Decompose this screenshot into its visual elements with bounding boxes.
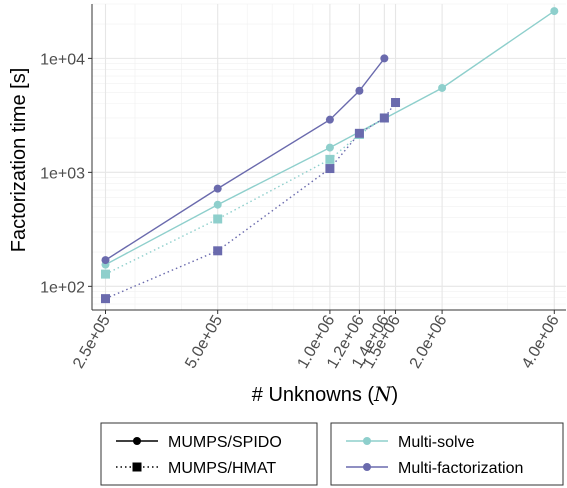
data-point (213, 246, 223, 256)
y-axis-title: Factorization time [s] (8, 68, 30, 253)
legend-method-box (330, 422, 564, 486)
legend-label: MUMPS/HMAT (168, 460, 276, 477)
legend-key-marker (363, 463, 371, 471)
y-tick-label: 1e+03 (40, 165, 85, 182)
data-point (354, 128, 364, 138)
legend-key-marker (133, 437, 141, 445)
x-axis-title: # Unknowns (N) (252, 382, 398, 406)
data-point (325, 154, 335, 164)
series-line (105, 102, 397, 300)
legend-method: Multi-solve Multi-factorization (346, 434, 523, 477)
data-point (213, 200, 222, 209)
data-point (213, 184, 222, 193)
y-ticks: 1e+02 1e+03 1e+04 (40, 51, 92, 296)
legend-label: Multi-solve (398, 434, 475, 451)
series-markers (100, 7, 559, 304)
legend-solver: MUMPS/SPIDO MUMPS/HMAT (116, 434, 282, 477)
data-point (325, 115, 334, 124)
legend-label: Multi-factorization (398, 460, 523, 477)
data-point (438, 83, 447, 92)
data-point (325, 164, 335, 174)
y-tick-label: 1e+02 (40, 279, 85, 296)
x-axis-title-var: N (373, 382, 393, 406)
x-axis-title-close: ) (392, 384, 399, 406)
data-point (380, 54, 389, 63)
legend-key-marker (363, 437, 371, 445)
data-point (100, 294, 110, 304)
series-layer (100, 7, 559, 304)
y-tick-label: 1e+04 (40, 51, 85, 68)
data-point (213, 214, 223, 224)
legend: MUMPS/SPIDO MUMPS/HMAT Multi-solve Multi-f… (100, 422, 564, 486)
legend-label: MUMPS/SPIDO (168, 434, 282, 451)
data-point (100, 269, 110, 279)
legend-key-marker (132, 462, 142, 472)
data-point (391, 98, 401, 108)
data-point (355, 86, 364, 95)
data-point (101, 256, 110, 265)
x-axis-title-text: # Unknowns ( (252, 384, 375, 406)
legend-solver-box (100, 422, 318, 486)
data-point (550, 7, 559, 16)
data-point (325, 143, 334, 152)
data-point (379, 113, 389, 123)
